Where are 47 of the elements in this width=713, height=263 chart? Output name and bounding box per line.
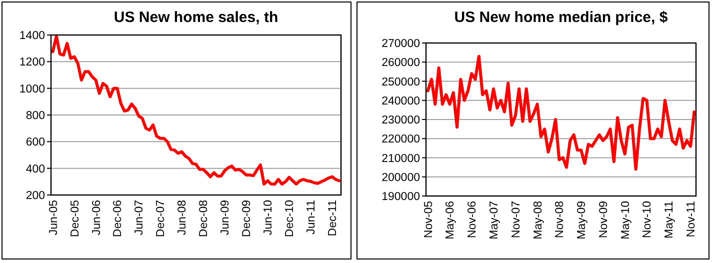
line-series [51,34,341,186]
x-tick-label: Dec-05 [69,200,82,238]
y-tick-label: 1400 [19,30,45,42]
y-tick-label: 230000 [382,114,420,127]
x-tick-label: May-11 [664,201,676,238]
y-tick-label: 270000 [382,38,420,50]
x-tick-label: May-07 [488,201,500,240]
y-tick-label: 260000 [382,57,420,70]
x-tick-label: Dec-09 [241,200,254,238]
chart-title: US New home median price, $ [454,9,668,26]
x-tick-label: Dec-07 [155,200,168,238]
x-tick-label: May-10 [620,201,632,240]
x-tick-label: Nov-05 [422,201,435,238]
x-tick-label: Jun-07 [134,200,146,236]
x-tick-label: May-09 [576,201,588,240]
x-tick-label: Jun-06 [90,200,103,236]
y-tick-label: 1000 [19,83,45,96]
y-tick-label: 250000 [382,76,420,88]
x-tick-label: Nov-07 [510,201,522,238]
chart-title: US New home sales, th [114,9,278,26]
x-tick-label: Nov-10 [642,201,654,238]
x-tick-label: Dec-11 [327,200,340,236]
x-tick-label: Jun-11 [306,200,318,234]
y-tick-label: 240000 [382,95,420,108]
y-tick-label: 200000 [382,172,420,184]
x-tick-label: Nov-06 [466,201,479,238]
line-series [426,54,696,171]
x-tick-label: Nov-08 [554,201,566,238]
x-tick-label: Jun-09 [220,200,232,236]
x-tick-label: Jun-10 [262,200,275,236]
x-tick-label: Nov-11 [686,201,698,238]
x-tick-label: Dec-08 [198,200,210,238]
y-tick-label: 400 [26,163,45,176]
y-tick-label: 600 [26,136,45,149]
x-tick-label: Dec-06 [112,200,124,238]
x-tick-label: Dec-10 [284,200,296,238]
x-tick-label: Nov-09 [598,201,610,238]
x-tick-label: May-06 [444,201,457,240]
x-tick-label: Jun-05 [48,200,60,236]
y-tick-label: 220000 [382,134,420,146]
y-tick-label: 210000 [382,152,420,165]
y-tick-label: 1200 [19,56,45,69]
y-tick-label: 800 [26,110,45,122]
y-tick-label: 190000 [382,191,420,204]
y-tick-label: 200 [26,190,45,202]
x-tick-label: Jun-08 [176,200,189,236]
x-tick-label: May-08 [532,201,544,240]
